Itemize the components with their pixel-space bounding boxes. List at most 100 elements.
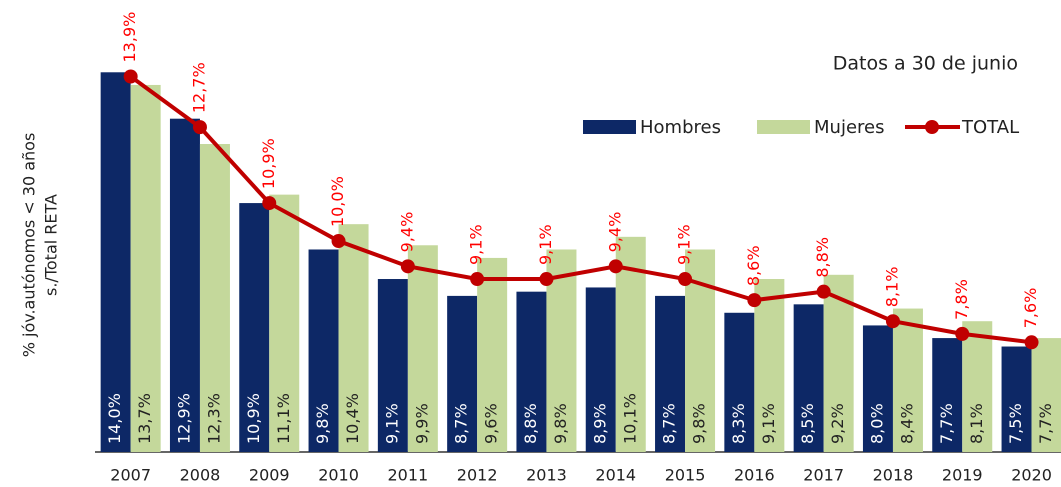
bar-value-label: 9,9%	[412, 403, 431, 444]
x-tick-label: 2007	[110, 466, 151, 485]
bar-value-label: 9,8%	[313, 403, 332, 444]
bar	[447, 295, 478, 452]
annotation: Datos a 30 de junio	[833, 53, 1018, 75]
line-marker	[747, 293, 762, 308]
line-marker	[470, 272, 485, 287]
line-marker	[885, 314, 900, 329]
line-value-label: 10,9%	[259, 138, 278, 189]
line-value-label: 13,9%	[120, 12, 139, 63]
line-value-label: 12,7%	[189, 62, 208, 113]
x-tick-label: 2018	[873, 466, 914, 485]
bar-value-label: 9,1%	[382, 403, 401, 444]
bar	[862, 325, 893, 452]
line-marker	[192, 120, 207, 135]
line-value-label: 8,6%	[744, 245, 763, 286]
bar	[130, 84, 161, 452]
bar-value-label: 11,1%	[274, 393, 293, 444]
bar-value-label: 8,3%	[729, 403, 748, 444]
bar-value-label: 8,7%	[660, 403, 679, 444]
x-tick-label: 2009	[249, 466, 290, 485]
bar-value-label: 10,9%	[244, 393, 263, 444]
bar	[1001, 346, 1032, 452]
bar	[338, 224, 369, 452]
bar	[655, 295, 686, 452]
bar	[477, 257, 508, 452]
line-value-label: 9,4%	[605, 212, 624, 253]
line-value-label: 8,1%	[882, 267, 901, 308]
bar-value-label: 12,3%	[204, 393, 223, 444]
line-marker	[539, 272, 554, 287]
line-value-label: 8,8%	[813, 237, 832, 278]
bar	[516, 291, 547, 452]
line-marker	[1024, 335, 1039, 350]
bar-value-label: 12,9%	[174, 393, 193, 444]
legend-label: Hombres	[640, 117, 721, 138]
line-marker	[608, 259, 623, 274]
bar	[793, 304, 824, 452]
bar	[407, 245, 438, 452]
bar	[308, 249, 339, 452]
bar-value-label: 8,7%	[452, 403, 471, 444]
bar-value-label: 7,5%	[1006, 403, 1025, 444]
bar-value-label: 9,2%	[828, 403, 847, 444]
bar	[724, 312, 755, 452]
y-axis-label: % jóv.autónomos < 30 años	[20, 133, 39, 358]
line-value-label: 9,4%	[397, 212, 416, 253]
line-marker	[331, 234, 346, 249]
x-tick-label: 2014	[595, 466, 636, 485]
legend-label: TOTAL	[961, 117, 1019, 138]
line-value-label: 9,1%	[536, 224, 555, 265]
bar	[962, 321, 993, 452]
bar-value-label: 8,0%	[867, 403, 886, 444]
x-tick-label: 2015	[665, 466, 706, 485]
x-tick-label: 2013	[526, 466, 567, 485]
x-tick-label: 2010	[318, 466, 359, 485]
bar	[892, 308, 923, 452]
legend-swatch	[757, 120, 810, 134]
x-tick-label: 2020	[1011, 466, 1052, 485]
line-value-label: 7,8%	[952, 279, 971, 320]
line-marker	[400, 259, 415, 274]
bar-value-label: 10,4%	[343, 393, 362, 444]
bar-value-label: 9,1%	[759, 403, 778, 444]
y-axis-label: s./Total RETA	[42, 194, 61, 296]
bar	[377, 279, 408, 452]
bar	[169, 118, 200, 452]
bar-value-label: 7,7%	[937, 403, 956, 444]
legend-label: Mujeres	[814, 117, 884, 138]
bar-value-label: 8,1%	[967, 403, 986, 444]
bar	[100, 72, 131, 453]
line-marker	[816, 284, 831, 299]
line-value-label: 7,6%	[1021, 288, 1040, 329]
x-tick-label: 2017	[803, 466, 844, 485]
line	[129, 74, 1032, 345]
bar-value-label: 8,5%	[798, 403, 817, 444]
bar-value-label: 9,8%	[690, 403, 709, 444]
x-tick-label: 2012	[457, 466, 498, 485]
line-value-label: 10,0%	[328, 176, 347, 227]
line-value-label: 9,1%	[467, 224, 486, 265]
bar	[199, 144, 230, 452]
legend-swatch	[583, 120, 636, 134]
bar	[932, 338, 963, 452]
line-value-label: 9,1%	[675, 224, 694, 265]
bar-value-label: 13,7%	[135, 393, 154, 444]
bar-value-label: 8,9%	[590, 403, 609, 444]
line-marker	[123, 69, 138, 84]
line-marker	[955, 326, 970, 341]
bar-value-label: 8,4%	[897, 403, 916, 444]
x-tick-label: 2011	[387, 466, 428, 485]
bar	[239, 203, 270, 452]
bar-value-label: 10,1%	[620, 393, 639, 444]
x-tick-label: 2008	[180, 466, 221, 485]
x-tick-label: 2019	[942, 466, 983, 485]
legend-swatch	[925, 120, 939, 134]
bar	[585, 287, 616, 452]
bar-value-label: 8,8%	[521, 403, 540, 444]
line-marker	[678, 272, 693, 287]
bar	[269, 194, 300, 452]
line-marker	[262, 196, 277, 211]
bar	[1031, 338, 1061, 452]
bar-value-label: 9,8%	[551, 403, 570, 444]
